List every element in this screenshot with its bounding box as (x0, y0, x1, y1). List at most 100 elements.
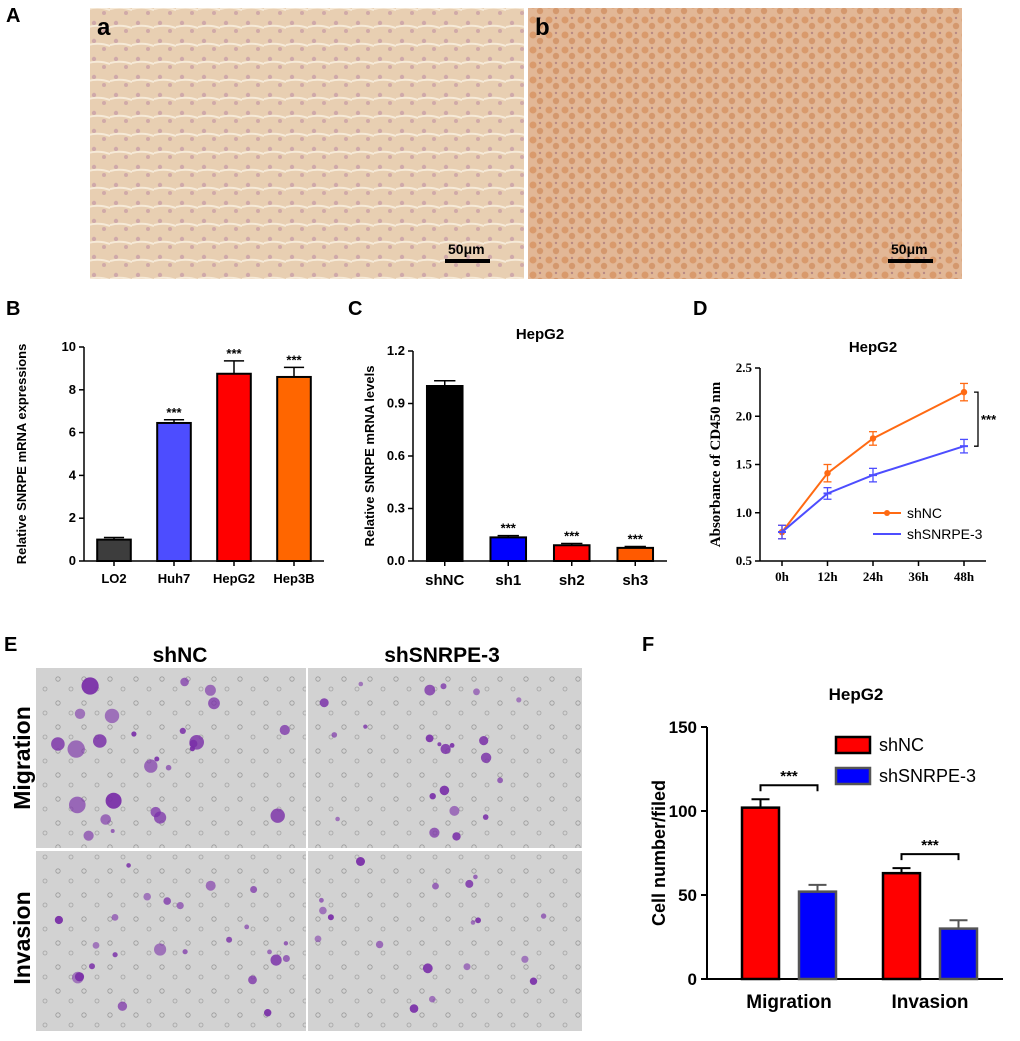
stained-cell (104, 708, 120, 724)
stained-cell (432, 882, 439, 890)
y-tick-label: 0.9 (387, 396, 405, 411)
stained-cell (74, 972, 85, 982)
stained-cell (163, 897, 171, 905)
y-tick-label: 0.0 (387, 553, 405, 568)
stained-cell (208, 697, 220, 710)
legend-swatch (834, 735, 872, 755)
y-tick-label: 2.5 (736, 360, 753, 375)
chart-d: 0.5 1.0 1.5 2.0 2.5 0h 12h 24h 36h 48h *** shNC shSN… (708, 339, 997, 584)
significance-label: *** (981, 412, 997, 427)
stained-cell (250, 886, 258, 893)
stained-cell (143, 892, 151, 901)
stained-cell (189, 735, 204, 750)
stained-cell (375, 940, 384, 949)
bar-invasion-shnc (881, 871, 922, 981)
significance-label: *** (226, 346, 242, 361)
y-axis-label: Relative SNRPE mRNA levels (362, 366, 377, 547)
stained-cell (470, 920, 476, 925)
stained-cell (465, 879, 474, 888)
stained-cell (540, 913, 547, 919)
legend-label: shSNRPE-3 (879, 766, 976, 786)
legend-marker (884, 510, 890, 516)
stained-cell (319, 897, 324, 903)
transwell-shsnrpe3-migration (308, 668, 582, 848)
y-tick-label: 1.2 (387, 343, 405, 358)
stained-cell (267, 949, 272, 955)
stained-cell (126, 863, 131, 868)
stained-cell (463, 963, 471, 971)
stained-cell (154, 756, 160, 762)
stained-cell (482, 814, 489, 820)
legend-label: shNC (907, 505, 942, 521)
transwell-shsnrpe3-invasion (308, 851, 582, 1031)
transwell-row-migration: Migration (9, 706, 35, 810)
significance-label: *** (564, 529, 580, 544)
x-tick-label: shNC (425, 572, 464, 589)
scale-bar-a (445, 259, 490, 263)
stained-cell (279, 724, 290, 736)
legend-label: shNC (879, 735, 924, 755)
series-line-shsnrpe-3 (781, 445, 965, 533)
bar-invasion-shsnrpe-3 (938, 927, 979, 981)
scale-label-a: 50μm (448, 241, 485, 257)
chart-title: HepG2 (516, 326, 564, 343)
y-tick-label: 6 (69, 425, 76, 440)
stained-cell (319, 698, 329, 708)
stained-cell (264, 1009, 272, 1017)
y-tick-label: 0 (688, 970, 697, 989)
stained-cell (67, 740, 85, 758)
stained-cell (89, 963, 95, 970)
stained-cell (176, 902, 184, 910)
stained-cell (529, 977, 538, 985)
stained-cell (358, 681, 364, 687)
bar-shnc (425, 385, 464, 562)
stained-cell (112, 952, 118, 958)
stained-cell (205, 880, 216, 891)
y-tick-label: 100 (669, 802, 697, 821)
stained-cell (437, 742, 442, 747)
stained-cell (248, 975, 257, 985)
x-tick-label: 48h (954, 569, 975, 584)
x-tick-label: sh1 (495, 572, 521, 589)
significance-label: *** (628, 531, 644, 546)
significance-label: *** (780, 768, 798, 785)
y-axis-label: Relative SNRPE mRNA expressions (14, 344, 29, 565)
stained-cell (475, 917, 481, 924)
panel-label-e: E (4, 634, 17, 656)
significance-label: *** (166, 405, 182, 420)
x-tick-label: 0h (775, 569, 790, 584)
stained-cell (314, 935, 322, 943)
x-tick-label: sh3 (622, 572, 648, 589)
stained-cell (154, 811, 167, 824)
chart-c: 0.0 0.3 0.6 0.9 1.2 shNC *** sh1 *** sh2 *** sh3 Rel… (362, 326, 667, 589)
stained-cell (189, 746, 195, 752)
stained-cell (165, 764, 172, 771)
stained-cell (449, 743, 455, 748)
significance-bracket (900, 853, 960, 861)
stained-cell (100, 814, 111, 825)
transwell-shnc-invasion (36, 851, 306, 1031)
stained-cell (363, 724, 368, 729)
stained-cell (270, 954, 282, 966)
stained-cell (425, 734, 434, 743)
x-tick-label: Hep3B (273, 571, 314, 586)
stained-cell (440, 683, 447, 690)
stained-cell (497, 777, 503, 784)
stained-cell (111, 914, 119, 921)
stained-cell (81, 677, 99, 695)
y-tick-label: 0.3 (387, 501, 405, 516)
x-tick-label: 12h (817, 569, 838, 584)
data-point (869, 435, 877, 442)
stained-cell (335, 816, 340, 822)
stained-cell (283, 941, 289, 946)
y-tick-label: 1.5 (736, 457, 753, 472)
stained-cell (131, 731, 137, 737)
x-tick-label: Migration (746, 992, 832, 1013)
x-tick-label: LO2 (101, 571, 126, 586)
scale-label-b: 50μm (891, 241, 928, 257)
y-tick-label: 2.0 (736, 408, 752, 423)
stained-cell (226, 936, 233, 943)
panel-label-a: A (6, 5, 20, 27)
transwell-row-invasion: Invasion (9, 891, 35, 984)
chart-title: HepG2 (829, 685, 884, 704)
